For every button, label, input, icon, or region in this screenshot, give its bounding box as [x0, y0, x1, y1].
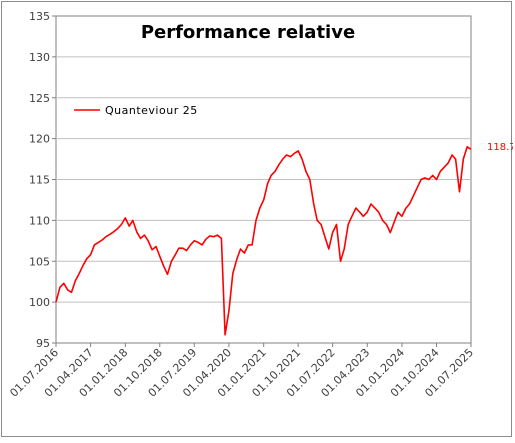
grid-lines [56, 56, 471, 303]
legend-box [68, 101, 204, 119]
y-tick-label: 115 [29, 174, 50, 187]
y-axis: 95 100 105 110 115 120 125 130 135 [29, 10, 56, 350]
legend: Quanteviour 25 [68, 101, 204, 119]
y-tick-label: 125 [29, 92, 50, 105]
y-tick-label: 95 [36, 337, 50, 350]
y-tick-label: 105 [29, 255, 50, 268]
y-tick-label: 120 [29, 133, 50, 146]
chart-title: Performance relative [141, 22, 355, 43]
y-tick-label: 110 [29, 214, 50, 227]
x-axis: 01.07.201601.04.201701.01.201801.10.2018… [7, 343, 476, 400]
y-tick-label: 135 [29, 10, 50, 23]
y-tick-label: 100 [29, 296, 50, 309]
series-line-quanteviour-25 [55, 146, 472, 336]
y-tick-label: 130 [29, 51, 50, 64]
title-box [133, 18, 358, 44]
chart-svg: 95 100 105 110 115 120 125 130 135 01.07.201601.… [7, 10, 515, 400]
legend-label: Quanteviour 25 [105, 104, 198, 117]
end-value-label: 118.7 [487, 142, 513, 153]
